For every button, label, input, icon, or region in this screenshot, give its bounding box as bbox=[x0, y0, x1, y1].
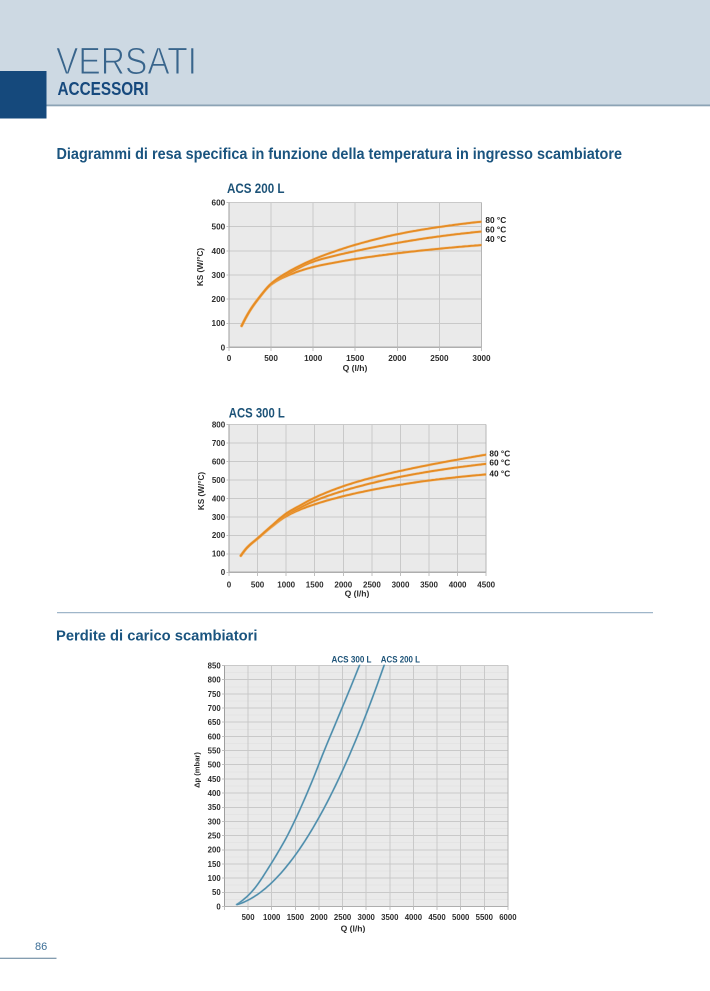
svg-text:ACS 300 L: ACS 300 L bbox=[229, 405, 285, 421]
svg-text:750: 750 bbox=[208, 690, 222, 699]
svg-text:600: 600 bbox=[212, 199, 226, 208]
svg-text:300: 300 bbox=[212, 513, 226, 522]
svg-text:500: 500 bbox=[251, 580, 265, 589]
svg-text:0: 0 bbox=[221, 343, 226, 352]
svg-text:40 °C: 40 °C bbox=[485, 234, 506, 244]
svg-text:100: 100 bbox=[212, 550, 226, 559]
svg-text:KS (W/°C): KS (W/°C) bbox=[197, 472, 206, 511]
svg-text:800: 800 bbox=[212, 420, 226, 429]
svg-text:0: 0 bbox=[221, 568, 226, 577]
svg-text:80 °C: 80 °C bbox=[485, 215, 506, 225]
svg-text:200: 200 bbox=[212, 531, 226, 540]
svg-text:1500: 1500 bbox=[306, 580, 324, 589]
svg-text:3000: 3000 bbox=[358, 913, 376, 922]
svg-text:Q (l/h): Q (l/h) bbox=[341, 924, 366, 934]
svg-text:1500: 1500 bbox=[346, 354, 365, 363]
svg-text:3500: 3500 bbox=[420, 580, 438, 589]
svg-text:ACS 200 L: ACS 200 L bbox=[227, 180, 285, 196]
svg-text:200: 200 bbox=[212, 295, 226, 304]
svg-text:650: 650 bbox=[208, 718, 222, 727]
svg-text:6000: 6000 bbox=[499, 913, 517, 922]
svg-text:400: 400 bbox=[212, 494, 226, 503]
svg-text:86: 86 bbox=[35, 941, 47, 953]
svg-text:1000: 1000 bbox=[304, 354, 323, 363]
svg-text:KS (W/°C): KS (W/°C) bbox=[196, 248, 205, 287]
svg-text:350: 350 bbox=[208, 803, 222, 812]
svg-text:400: 400 bbox=[208, 789, 222, 798]
svg-text:100: 100 bbox=[208, 874, 222, 883]
svg-text:2000: 2000 bbox=[388, 354, 407, 363]
svg-text:ACCESSORI: ACCESSORI bbox=[58, 78, 149, 99]
svg-text:Δp (mbar): Δp (mbar) bbox=[193, 752, 202, 788]
svg-text:VERSATI: VERSATI bbox=[56, 41, 197, 83]
svg-text:500: 500 bbox=[242, 913, 256, 922]
svg-text:100: 100 bbox=[212, 319, 226, 328]
svg-text:1000: 1000 bbox=[263, 913, 281, 922]
svg-text:4000: 4000 bbox=[449, 580, 467, 589]
svg-text:800: 800 bbox=[208, 676, 222, 685]
svg-text:3500: 3500 bbox=[381, 913, 399, 922]
svg-text:2000: 2000 bbox=[334, 580, 352, 589]
svg-text:0: 0 bbox=[227, 354, 232, 363]
svg-text:300: 300 bbox=[208, 817, 222, 826]
svg-text:60 °C: 60 °C bbox=[489, 458, 510, 468]
svg-text:80 °C: 80 °C bbox=[489, 448, 510, 458]
svg-text:450: 450 bbox=[208, 775, 222, 784]
svg-text:0: 0 bbox=[216, 902, 221, 911]
svg-text:5000: 5000 bbox=[452, 913, 470, 922]
svg-text:4000: 4000 bbox=[405, 913, 423, 922]
svg-text:ACS 300 L: ACS 300 L bbox=[332, 655, 373, 665]
svg-text:3000: 3000 bbox=[392, 580, 410, 589]
svg-text:60 °C: 60 °C bbox=[485, 225, 506, 235]
svg-text:ACS 200 L: ACS 200 L bbox=[381, 655, 421, 665]
svg-text:4500: 4500 bbox=[477, 580, 495, 589]
svg-text:0: 0 bbox=[227, 580, 232, 589]
svg-text:2500: 2500 bbox=[430, 354, 449, 363]
svg-text:1500: 1500 bbox=[287, 913, 305, 922]
svg-text:Perdite di carico scambiatori: Perdite di carico scambiatori bbox=[56, 628, 258, 645]
svg-text:600: 600 bbox=[212, 457, 226, 466]
svg-text:500: 500 bbox=[212, 476, 226, 485]
svg-text:4500: 4500 bbox=[428, 913, 446, 922]
svg-text:500: 500 bbox=[264, 354, 278, 363]
svg-text:400: 400 bbox=[212, 247, 226, 256]
svg-text:600: 600 bbox=[208, 732, 222, 741]
svg-text:550: 550 bbox=[208, 747, 222, 756]
svg-text:Q (l/h): Q (l/h) bbox=[345, 589, 370, 599]
svg-text:2500: 2500 bbox=[363, 580, 381, 589]
svg-text:850: 850 bbox=[208, 661, 222, 670]
svg-text:200: 200 bbox=[208, 846, 222, 855]
svg-text:40 °C: 40 °C bbox=[489, 468, 510, 478]
svg-text:Q (l/h): Q (l/h) bbox=[343, 363, 368, 373]
svg-text:150: 150 bbox=[208, 860, 222, 869]
svg-text:1000: 1000 bbox=[277, 580, 295, 589]
svg-text:500: 500 bbox=[212, 223, 226, 232]
svg-text:Diagrammi di resa specifica in: Diagrammi di resa specifica in funzione … bbox=[57, 146, 623, 163]
svg-text:2000: 2000 bbox=[310, 913, 328, 922]
svg-text:5500: 5500 bbox=[476, 913, 494, 922]
svg-text:700: 700 bbox=[208, 704, 222, 713]
svg-text:300: 300 bbox=[212, 271, 226, 280]
svg-text:50: 50 bbox=[212, 888, 221, 897]
svg-text:250: 250 bbox=[208, 832, 222, 841]
svg-text:700: 700 bbox=[212, 439, 226, 448]
svg-text:3000: 3000 bbox=[472, 354, 491, 363]
svg-text:2500: 2500 bbox=[334, 913, 352, 922]
svg-text:500: 500 bbox=[208, 761, 222, 770]
